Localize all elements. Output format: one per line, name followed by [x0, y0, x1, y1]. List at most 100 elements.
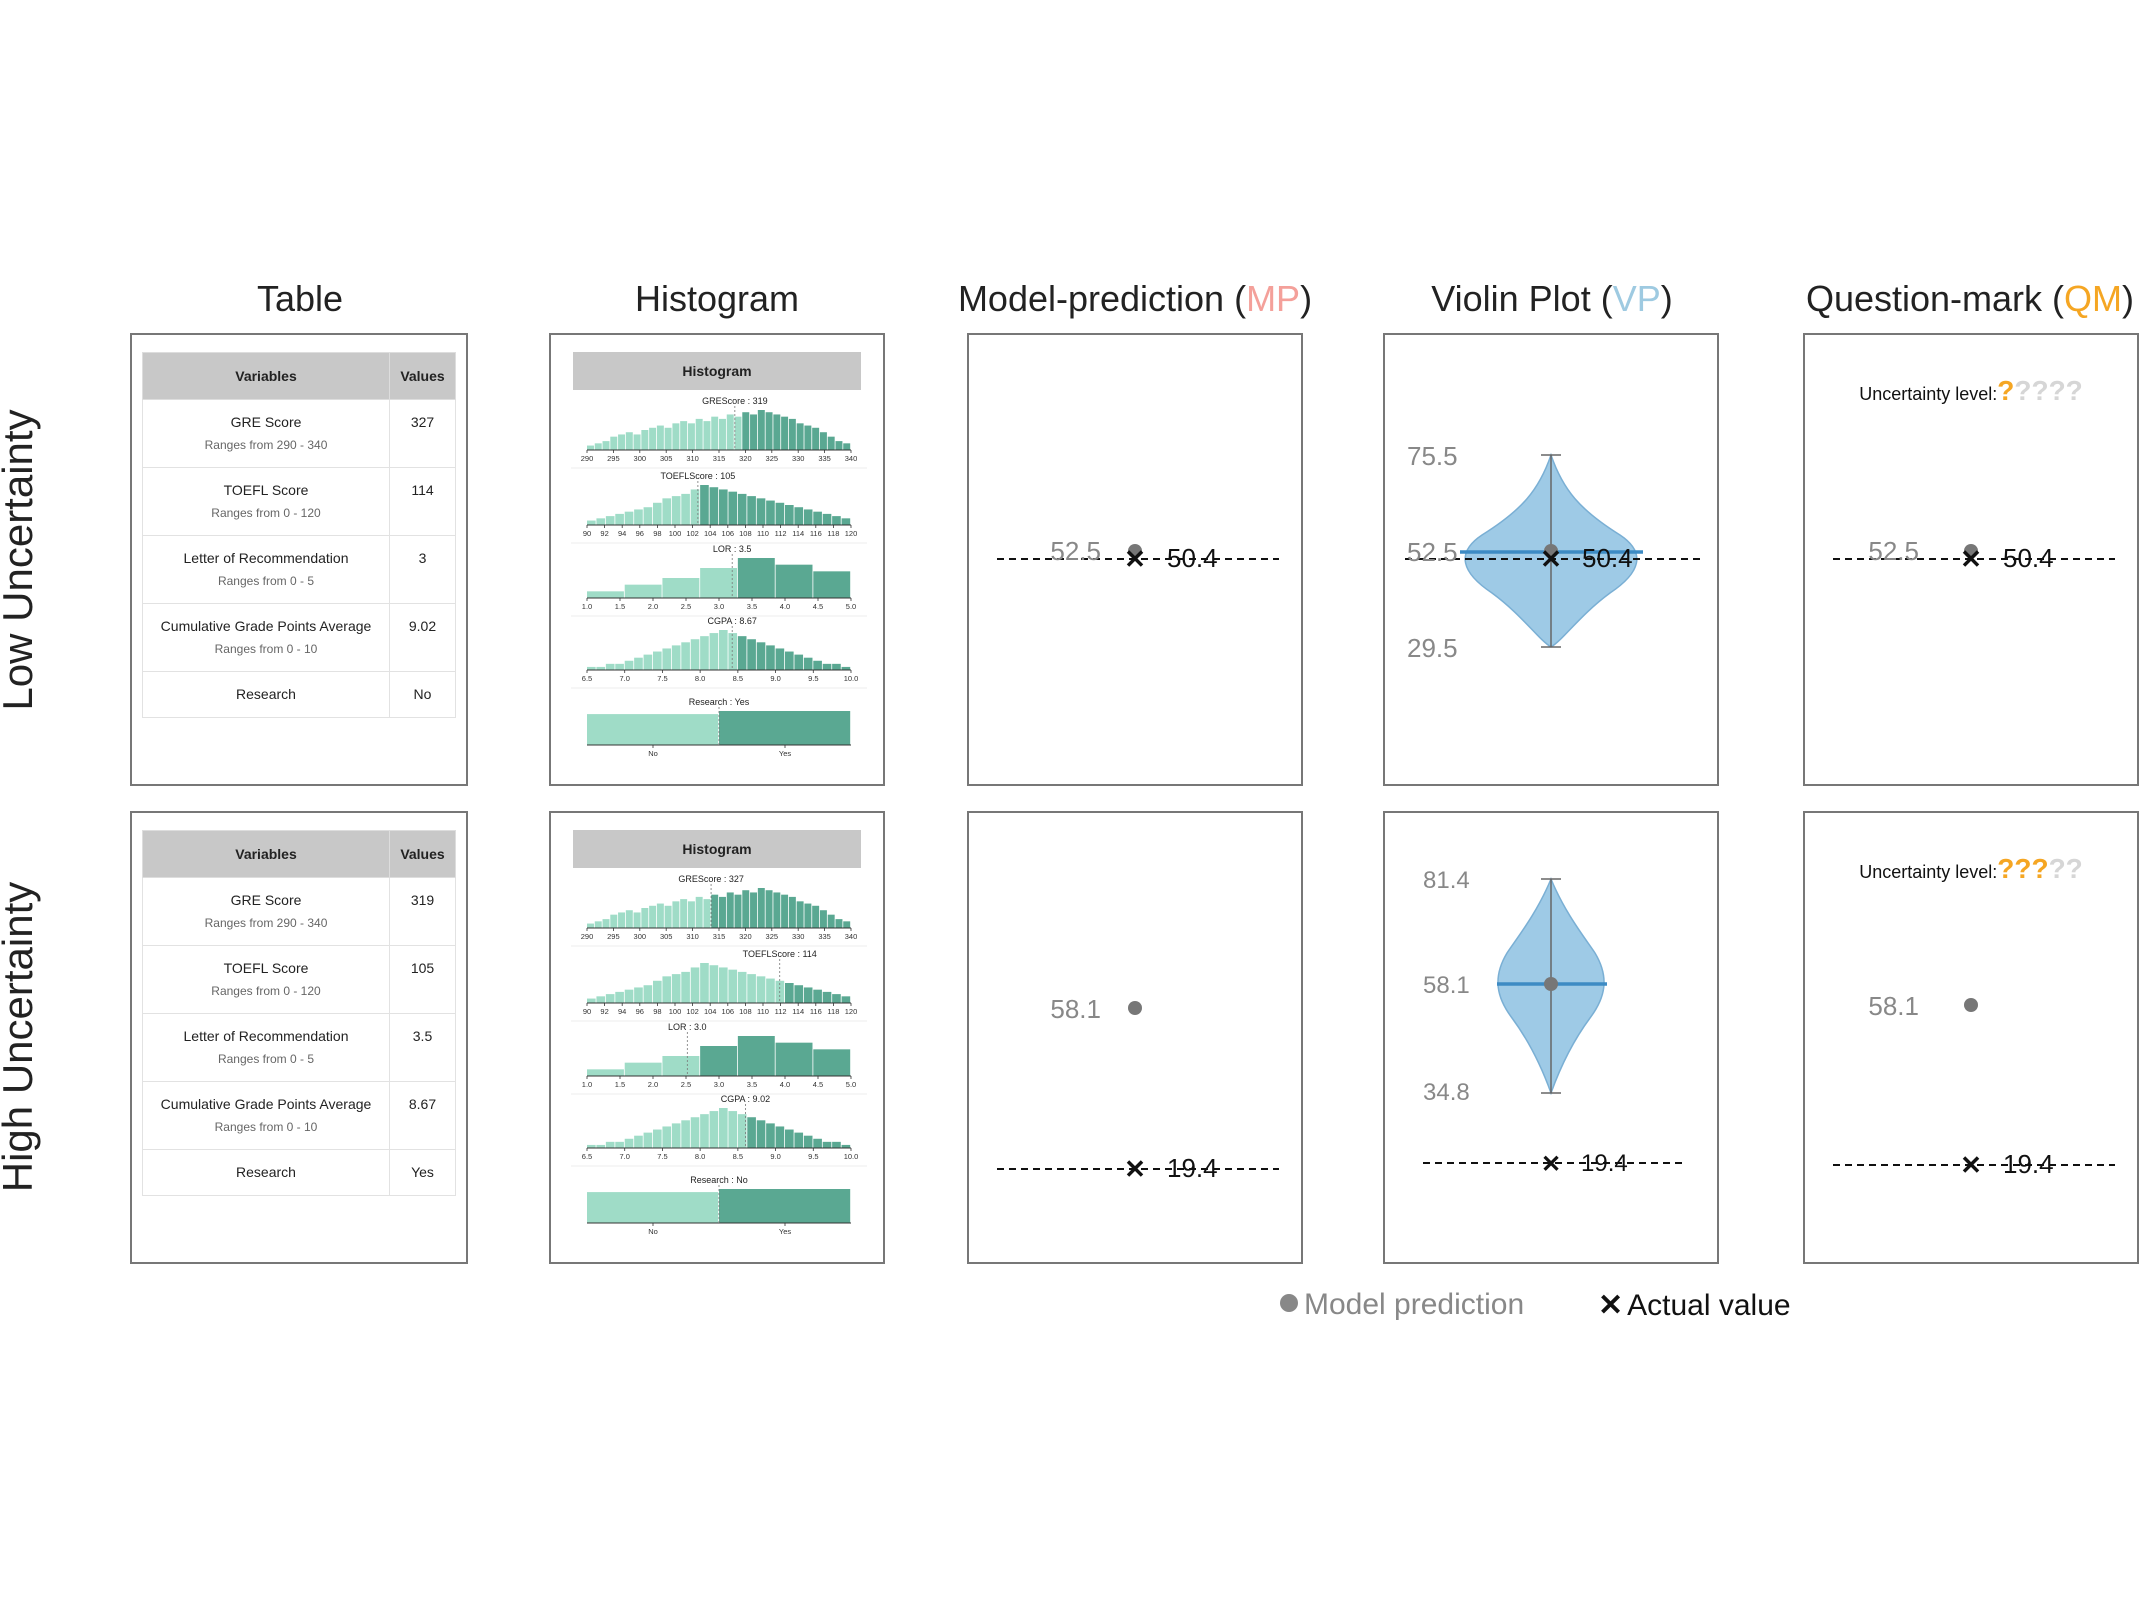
histogram-tick-label: 2.5: [681, 602, 691, 611]
histogram-bar: [803, 657, 813, 670]
histogram-tick-label: 295: [607, 454, 620, 463]
histogram-bar: [681, 1120, 690, 1148]
histogram-bar: [737, 558, 775, 598]
histogram-bar: [757, 410, 765, 450]
histogram-bar: [615, 663, 624, 670]
histogram-bar: [719, 896, 726, 928]
histogram-tick-label: 106: [722, 529, 735, 538]
qm-plot: 52.5 ✕ 50.4: [1833, 536, 2115, 574]
histogram-chart-label: LOR : 3.5: [713, 544, 752, 554]
histogram-bar: [672, 423, 680, 450]
histogram-tick-label: 112: [775, 1007, 787, 1016]
prediction-dot: [1544, 977, 1558, 991]
histogram-tick-label: 310: [686, 932, 699, 941]
histogram-chart-label: LOR : 3.0: [668, 1022, 707, 1032]
histogram-bar: [643, 654, 653, 670]
histogram-bar: [841, 1144, 851, 1148]
question-marks-empty: ??: [2048, 853, 2083, 884]
histogram-tick-label: 3.0: [714, 1080, 724, 1089]
histogram-bar: [624, 989, 634, 1003]
histogram-tick-label: 108: [739, 1007, 752, 1016]
histogram-tick-label: 330: [792, 454, 805, 463]
histogram-tick-label: 94: [618, 529, 626, 538]
histogram-bar: [719, 489, 728, 525]
histogram-bar: [587, 591, 624, 598]
histogram-bar: [656, 903, 664, 928]
table-row: Letter of Recommendation Ranges from 0 - …: [142, 1013, 456, 1082]
histogram-tick-label: 290: [581, 932, 594, 941]
histogram-tick-label: 325: [766, 454, 779, 463]
column-title-violin-plot: Violin Plot (VP): [1431, 278, 1673, 319]
histogram-bar: [719, 967, 728, 1003]
histogram-bar: [711, 416, 719, 450]
histogram-tick-label: No: [648, 1227, 658, 1236]
actual-value-label: 50.4: [1167, 543, 1218, 573]
histogram-bar: [653, 651, 662, 670]
histogram-bar: [766, 1123, 775, 1148]
histogram-bar: [633, 912, 641, 928]
actual-value-label: 50.4: [2003, 543, 2054, 573]
histogram-bar: [624, 660, 634, 670]
histogram-bar: [643, 985, 653, 1003]
histogram-tick-label: 108: [739, 529, 752, 538]
histogram-bar: [728, 1111, 738, 1148]
histogram-bar: [796, 423, 804, 450]
histogram-bar: [737, 971, 747, 1003]
histogram-bar: [794, 654, 804, 670]
histogram-tick-label: 100: [669, 1007, 682, 1016]
mp-plot: 52.5 ✕ 50.4: [997, 536, 1279, 574]
histogram-chart-label: GREScore : 327: [678, 874, 744, 884]
histogram-bar: [822, 513, 832, 525]
histogram-bar: [812, 427, 820, 450]
histogram-bar: [813, 1138, 822, 1148]
histogram-tick-label: 300: [634, 932, 647, 941]
table-row: Research Yes: [142, 1149, 456, 1196]
histogram-tick-label: 116: [810, 529, 822, 538]
histogram-bar: [742, 412, 750, 450]
histogram-bar: [703, 899, 711, 928]
histogram-tick-label: 9.0: [770, 674, 780, 683]
histogram-bar: [625, 910, 633, 928]
histogram-bar: [773, 892, 781, 928]
histogram-bar: [624, 1062, 662, 1076]
question-marks-empty: ????: [2014, 375, 2083, 406]
actual-x-marker: ✕: [1960, 1150, 1982, 1180]
histogram-tick-label: 90: [583, 1007, 591, 1016]
histogram-bar: [813, 1049, 851, 1076]
histogram-tick-label: 6.5: [582, 1152, 592, 1161]
histogram-bar: [822, 1141, 832, 1148]
table-row: TOEFL Score Ranges from 0 - 120 105: [142, 945, 456, 1014]
actual-value-label: 19.4: [1167, 1153, 1218, 1183]
histogram-tick-label: 118: [827, 529, 839, 538]
histogram-bar: [803, 1135, 813, 1148]
histogram-chart-label: GREScore : 319: [702, 396, 768, 406]
histogram-tick-label: 90: [583, 529, 591, 538]
histogram-tick-label: Yes: [779, 1227, 791, 1236]
violin-panel-high: 81.4 58.1 34.8 ✕ 19.4: [1383, 811, 1719, 1264]
violin-bottom-label: 29.5: [1407, 633, 1458, 663]
prediction-dot: [1964, 998, 1978, 1012]
histogram-bar: [587, 520, 596, 525]
violin-top-label: 81.4: [1423, 867, 1470, 894]
prediction-dot: [1964, 544, 1978, 558]
histogram-tick-label: 9.0: [770, 1152, 780, 1161]
histogram-bar: [700, 1114, 709, 1148]
histogram-bar: [766, 978, 775, 1003]
violin-plot: 75.5 52.5 29.5 ✕ 50.4: [1405, 441, 1700, 663]
histogram-bar: [788, 418, 796, 450]
histogram-bar: [671, 496, 681, 525]
violin-bottom-label: 34.8: [1423, 1079, 1470, 1106]
histogram-bar: [734, 416, 742, 450]
mp-abbr: MP: [1246, 278, 1301, 319]
histogram-tick-label: 92: [600, 1007, 608, 1016]
column-title-question-mark: Question-mark (QM): [1805, 278, 2135, 319]
histogram-tick-label: 7.0: [619, 1152, 629, 1161]
histogram-bar: [785, 1129, 794, 1148]
histogram-tick-label: 96: [636, 529, 644, 538]
histogram-bar: [747, 1117, 756, 1148]
histogram-bar: [822, 663, 832, 670]
histogram-bar: [680, 421, 688, 450]
histogram-bar: [775, 1126, 785, 1148]
histogram-bar: [633, 434, 641, 450]
histogram-bar: [734, 894, 742, 928]
